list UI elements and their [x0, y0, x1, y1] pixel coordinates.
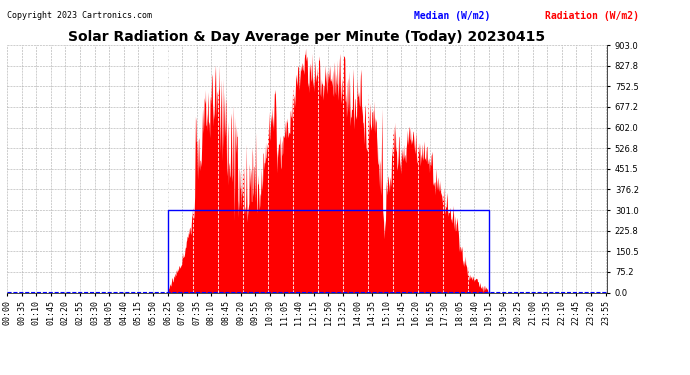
Text: Radiation (W/m2): Radiation (W/m2)	[545, 11, 639, 21]
Text: Copyright 2023 Cartronics.com: Copyright 2023 Cartronics.com	[7, 11, 152, 20]
Title: Solar Radiation & Day Average per Minute (Today) 20230415: Solar Radiation & Day Average per Minute…	[68, 30, 546, 44]
Bar	[168, 210, 489, 292]
Text: Median (W/m2): Median (W/m2)	[414, 11, 491, 21]
